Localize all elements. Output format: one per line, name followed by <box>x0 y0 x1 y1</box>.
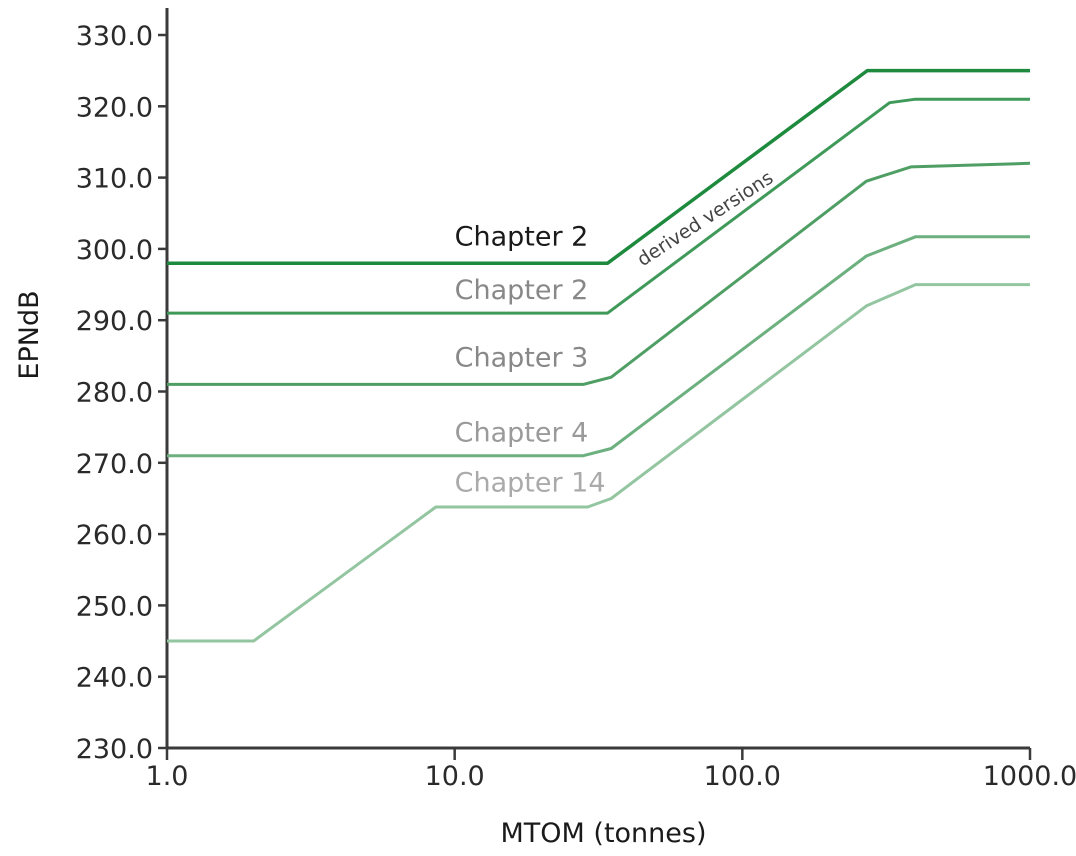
series-labels: Chapter 2 Chapter 2 Chapter 3 Chapter 4 Chap… <box>455 167 778 499</box>
y-tick-label: 310.0 <box>76 164 153 195</box>
series-label-5: Chapter 14 <box>455 467 606 498</box>
series-label-3: Chapter 3 <box>455 343 589 374</box>
y-tick-label: 330.0 <box>76 21 153 52</box>
series-line-4 <box>167 235 1030 458</box>
series-lines <box>167 68 1031 643</box>
axes: 230.0 240.0 250.0 260.0 270.0 280.0 290.0 300.0… <box>14 8 1076 849</box>
series-label-2: Chapter 2 <box>455 275 589 306</box>
series-line-2 <box>167 97 1030 315</box>
y-tick-label: 250.0 <box>76 591 153 622</box>
y-tick-label: 260.0 <box>76 520 153 551</box>
y-tick-label: 240.0 <box>76 663 153 694</box>
annotation-derived-versions: derived versions <box>633 167 777 271</box>
y-axis-title: EPNdB <box>14 290 45 379</box>
series-label-4: Chapter 4 <box>455 417 589 448</box>
x-tick-label: 10.0 <box>425 761 485 792</box>
series-line-3 <box>167 161 1031 386</box>
series-line-1 <box>167 68 1030 265</box>
y-tick-label: 270.0 <box>76 449 153 480</box>
x-axis-title: MTOM (tonnes) <box>501 818 707 849</box>
y-tick-label: 230.0 <box>76 734 153 765</box>
y-tick-label: 320.0 <box>76 92 153 123</box>
x-tick-label: 100.0 <box>704 761 781 792</box>
y-tick-label: 280.0 <box>76 378 153 409</box>
y-tick-label: 290.0 <box>76 306 153 337</box>
series-line-5 <box>167 283 1030 643</box>
y-tick-label: 300.0 <box>76 235 153 266</box>
series-label-1: Chapter 2 <box>455 221 589 252</box>
x-tick-label: 1000.0 <box>983 761 1076 792</box>
x-tick-label: 1.0 <box>146 761 189 792</box>
